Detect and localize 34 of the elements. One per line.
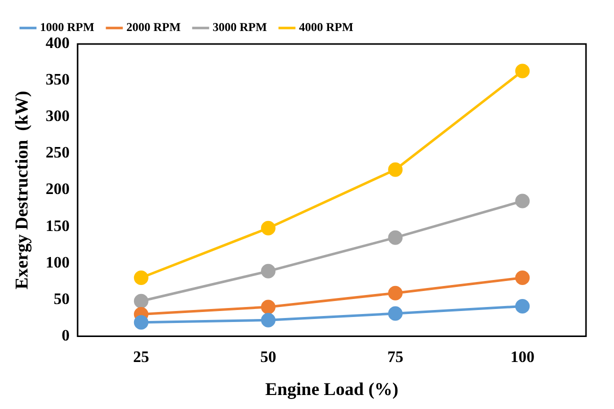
point: [261, 220, 276, 236]
legend-label: 2000 RPM: [126, 20, 181, 34]
point: [388, 162, 403, 177]
point: [134, 294, 148, 308]
y-axis-title: Exergy Destruction (kW): [11, 90, 32, 290]
y-tick-label: 100: [46, 254, 70, 272]
y-tick-label: 200: [46, 181, 70, 198]
y-tick-label: 300: [46, 108, 70, 126]
x-tick-label: 50: [260, 348, 276, 366]
legend-label: 4000 RPM: [298, 20, 354, 34]
y-tick-label: 400: [46, 35, 70, 52]
x-axis-title: Engine Load (%): [265, 378, 398, 399]
point: [134, 270, 148, 286]
y-tick-label: 150: [46, 218, 70, 235]
legend-label: 1000 RPM: [40, 20, 94, 34]
y-tick-label: 0: [62, 327, 70, 344]
y-tick-label: 250: [46, 144, 70, 162]
point: [134, 315, 148, 330]
point: [515, 299, 530, 314]
point: [388, 286, 403, 300]
point: [515, 270, 530, 286]
x-tick-label: 100: [510, 348, 534, 366]
point: [388, 306, 403, 321]
x-tick-label: 25: [133, 348, 150, 366]
point: [261, 264, 276, 278]
point: [515, 194, 530, 208]
point: [515, 64, 530, 78]
x-tick-label: 75: [387, 348, 404, 366]
point: [388, 230, 403, 245]
legend-label: 3000 RPM: [212, 20, 267, 34]
point: [261, 312, 276, 328]
y-tick-label: 350: [46, 72, 70, 89]
y-tick-label: 50: [54, 290, 70, 308]
point: [261, 300, 276, 314]
